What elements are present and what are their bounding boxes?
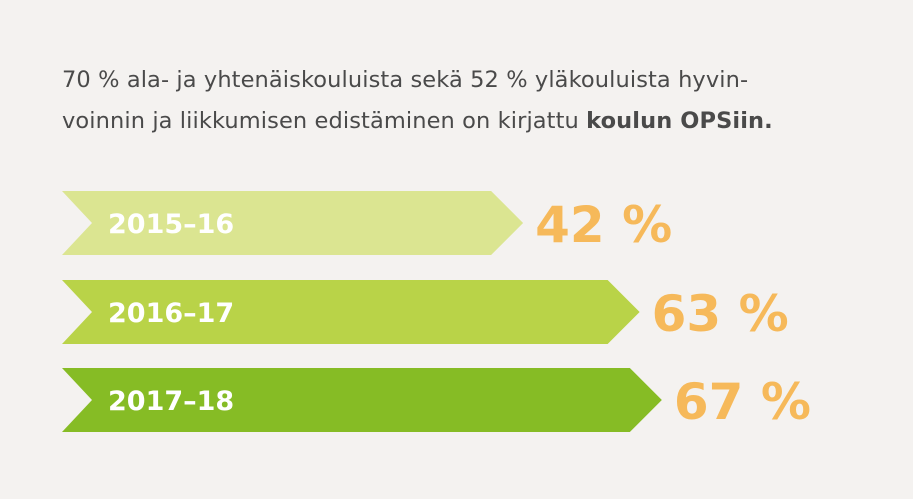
bar-2016–17 <box>62 280 640 344</box>
category-label: 2016–17 <box>108 298 234 329</box>
headline-line-1: 70 % ala- ja yhtenäiskouluista sekä 52 %… <box>62 67 749 93</box>
value-label: 42 % <box>535 196 672 254</box>
headline-line-2: voinnin ja liikkumisen edistäminen on ki… <box>62 101 882 142</box>
bar-2015–16 <box>62 191 524 255</box>
value-label: 63 % <box>652 285 789 343</box>
headline-emphasis: koulun OPSiin. <box>586 108 773 134</box>
category-label: 2017–18 <box>108 386 234 417</box>
category-label: 2015–16 <box>108 209 234 240</box>
headline-line-2-text: voinnin ja liikkumisen edistäminen on ki… <box>62 108 587 134</box>
headline: 70 % ala- ja yhtenäiskouluista sekä 52 %… <box>62 60 882 142</box>
bar-2017–18 <box>62 368 662 432</box>
value-label: 67 % <box>674 373 811 431</box>
